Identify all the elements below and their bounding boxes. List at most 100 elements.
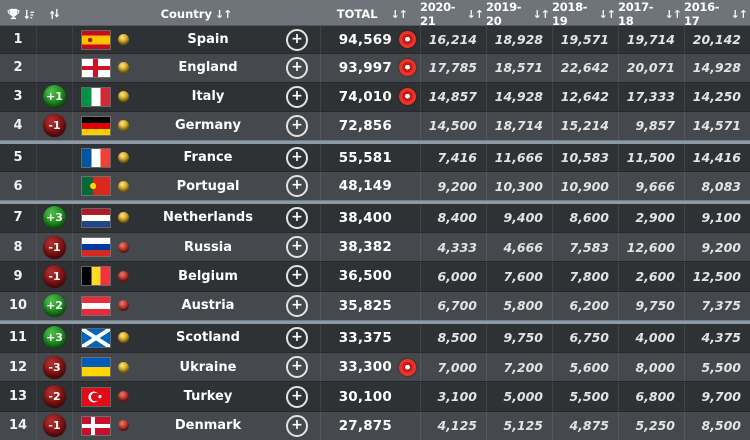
season-points: 11,500 <box>618 144 684 172</box>
sort-by-movement-control[interactable] <box>36 0 72 28</box>
country-flag-icon <box>81 267 110 286</box>
country-flag-icon <box>81 328 110 347</box>
status-dot <box>118 120 129 132</box>
country-flag-icon <box>81 177 110 196</box>
table-row[interactable]: 13 -2 Turkey + 30,100 3,100 5,000 5,500 6,8… <box>0 381 750 411</box>
season-points: 9,200 <box>420 172 486 200</box>
season-points: 9,100 <box>684 203 750 232</box>
column-header-country[interactable]: Country ↓↑ <box>72 0 320 28</box>
table-row[interactable]: 14 -1 Denmark + 27,875 4,125 5,125 4,875 5,… <box>0 410 750 440</box>
rank-number: 2 <box>13 60 23 76</box>
expand-button[interactable]: + <box>286 28 308 51</box>
expand-button[interactable]: + <box>286 385 308 408</box>
country-flag-icon <box>81 238 110 257</box>
expand-button[interactable]: + <box>286 56 308 79</box>
country-name: Netherlands <box>163 210 253 226</box>
rank-number: 5 <box>13 150 23 166</box>
expand-button[interactable]: + <box>286 85 308 108</box>
expand-cell: + <box>274 112 320 140</box>
flag-cell <box>72 26 118 54</box>
country-name: Denmark <box>174 418 242 434</box>
live-cell <box>394 324 420 352</box>
movement-badge: -1 <box>43 235 66 259</box>
column-header-year[interactable]: 2017-18 ↓↑ <box>618 0 684 28</box>
season-points: 7,583 <box>552 232 618 262</box>
year-header-label: 2016-17 <box>684 0 720 28</box>
season-points: 18,928 <box>486 26 552 54</box>
expand-cell: + <box>274 54 320 81</box>
expand-button[interactable]: + <box>286 175 308 198</box>
rank-number: 4 <box>13 118 23 134</box>
live-cell <box>394 26 420 53</box>
season-points: 5,500 <box>552 382 618 411</box>
movement-cell <box>36 26 72 54</box>
country-flag-icon <box>81 58 110 77</box>
table-row[interactable]: 5 France + 55,581 7,416 11,666 10,583 11,50… <box>0 144 750 172</box>
table-row[interactable]: 8 -1 Russia + 38,382 4,333 4,666 7,583 12,6… <box>0 231 750 262</box>
season-points: 4,666 <box>486 232 552 262</box>
expand-button[interactable]: + <box>286 206 308 229</box>
table-row[interactable]: 1 Spain + 94,569 16,214 18,928 19,571 19,71… <box>0 26 750 54</box>
season-points: 12,500 <box>684 262 750 291</box>
column-header-year[interactable]: 2016-17 ↓↑ <box>684 0 750 28</box>
movement-badge: -3 <box>43 355 66 379</box>
expand-cell: + <box>274 204 320 232</box>
table-row[interactable]: 9 -1 Belgium + 36,500 6,000 7,600 7,800 2,6… <box>0 261 750 291</box>
table-row[interactable]: 2 England + 93,997 17,785 18,571 22,642 20,… <box>0 53 750 82</box>
country-flag-icon <box>81 387 110 406</box>
column-header-year[interactable]: 2019-20 ↓↑ <box>486 0 552 28</box>
status-dot-cell <box>118 412 142 440</box>
column-header-year[interactable]: 2020-21 ↓↑ <box>420 0 486 28</box>
season-points: 20,071 <box>618 54 684 82</box>
status-dot <box>118 91 129 103</box>
live-match-icon <box>398 59 416 77</box>
country-name: Italy <box>191 89 225 105</box>
movement-badge: -2 <box>43 385 66 409</box>
table-row[interactable]: 12 -3 Ukraine + 33,300 7,000 7,200 5,600 8,… <box>0 352 750 382</box>
expand-button[interactable]: + <box>286 414 308 437</box>
table-row[interactable]: 4 -1 Germany + 72,856 14,500 18,714 15,214… <box>0 110 750 141</box>
expand-button[interactable]: + <box>286 326 308 349</box>
expand-button[interactable]: + <box>286 265 308 288</box>
live-cell <box>394 382 420 410</box>
total-header-label: TOTAL <box>336 7 378 21</box>
expand-button[interactable]: + <box>286 356 308 379</box>
rank-number: 1 <box>13 32 23 48</box>
table-row[interactable]: 11 +3 Scotland + 33,375 8,500 9,750 6,750 4… <box>0 323 750 353</box>
movement-cell: +3 <box>36 203 72 232</box>
table-row[interactable]: 3 +1 Italy + 74,010 14,857 14,928 12,642 17… <box>0 81 750 111</box>
column-header-total[interactable]: TOTAL ↓↑ <box>320 0 420 28</box>
expand-cell: + <box>274 26 320 53</box>
expand-cell: + <box>274 292 320 320</box>
season-points: 4,375 <box>684 323 750 353</box>
country-name: Scotland <box>175 330 240 346</box>
expand-button[interactable]: + <box>286 114 308 137</box>
movement-badge: -1 <box>43 414 66 438</box>
rank-number: 10 <box>8 298 28 314</box>
sort-by-rank-control[interactable] <box>0 0 36 28</box>
season-points: 10,900 <box>552 172 618 200</box>
table-row[interactable]: 6 Portugal + 48,149 9,200 10,300 10,900 9,6… <box>0 171 750 200</box>
season-points: 8,500 <box>420 323 486 353</box>
total-points: 74,010 <box>320 82 394 111</box>
season-points: 19,714 <box>618 26 684 54</box>
expand-cell: + <box>274 144 320 171</box>
season-points: 8,500 <box>684 411 750 440</box>
sort-arrows-icon: ↓↑ <box>598 7 616 21</box>
expand-button[interactable]: + <box>286 146 308 169</box>
season-points: 4,875 <box>552 411 618 440</box>
live-cell <box>394 112 420 140</box>
flag-cell <box>72 411 118 440</box>
country-name: England <box>178 60 238 76</box>
expand-button[interactable]: + <box>286 236 308 259</box>
movement-badge: +2 <box>43 294 66 318</box>
table-row[interactable]: 7 +3 Netherlands + 38,400 8,400 9,400 8,60… <box>0 203 750 232</box>
expand-button[interactable]: + <box>286 294 308 317</box>
country-name: Portugal <box>176 178 240 194</box>
season-points: 9,700 <box>684 382 750 411</box>
column-header-year[interactable]: 2018-19 ↓↑ <box>552 0 618 28</box>
movement-cell <box>36 172 72 200</box>
table-header: Country ↓↑ TOTAL ↓↑ 2020-21 ↓↑ 2019-20 ↓↑ 20… <box>0 0 750 28</box>
movement-cell: +2 <box>36 291 72 320</box>
table-row[interactable]: 10 +2 Austria + 35,825 6,700 5,800 6,200 9,… <box>0 290 750 320</box>
